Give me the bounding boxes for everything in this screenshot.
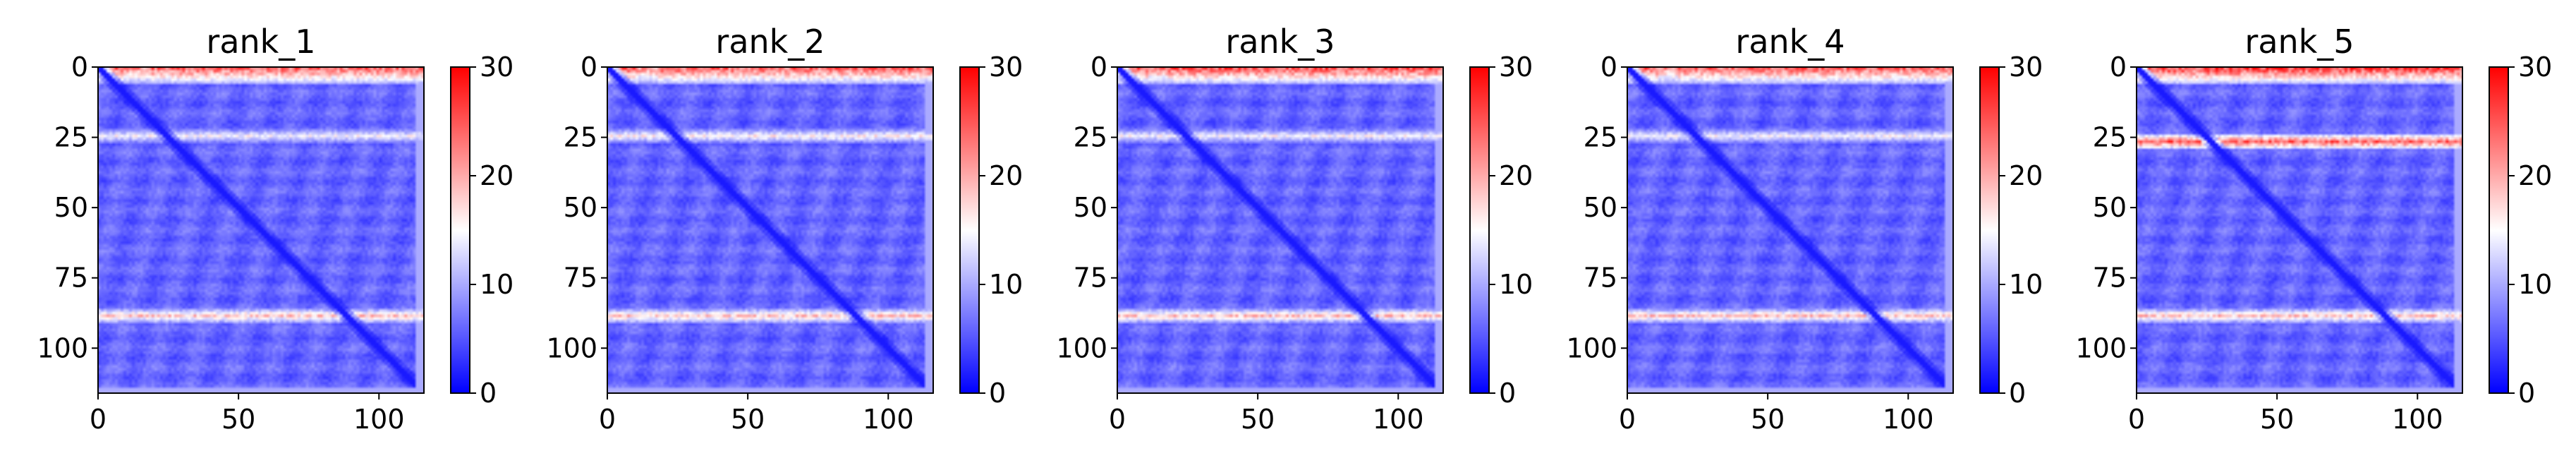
x-tick-label: 0 [1109,404,1126,435]
x-tick-label: 100 [353,404,405,435]
y-tick-label: 25 [1074,122,1107,153]
y-tick-label: 25 [54,122,88,153]
panel-title: rank_3 [1225,23,1335,61]
heatmap-cells [607,67,933,393]
y-tick-label: 50 [54,192,88,223]
heatmap-cells [1117,67,1443,393]
colorbar-tick-label: 10 [1499,269,1533,300]
colorbar-tick-label: 20 [2009,160,2043,191]
x-tick-label: 0 [1619,404,1636,435]
colorbar [1469,66,1490,394]
y-tick-label: 75 [1074,263,1107,294]
y-tick-label: 100 [1056,332,1107,363]
colorbar-tick-label: 0 [989,378,1006,409]
heatmap-cells [2137,67,2462,393]
y-tick-label: 100 [37,332,88,363]
x-tick-label: 100 [1373,404,1424,435]
colorbar-tick-label: 10 [2518,269,2552,300]
y-tick-label: 0 [71,52,88,83]
x-tick-label: 100 [1883,404,1934,435]
colorbar-tick-label: 20 [480,160,514,191]
y-tick-label: 25 [564,122,597,153]
colorbar-tick-label: 30 [989,52,1023,83]
panel-title: rank_2 [715,23,825,61]
panel-rank_1: rank_1 0 50 100 0 25 50 75 100 0 10 20 30 [37,23,514,435]
colorbar-tick-label: 20 [989,160,1023,191]
panel-rank_3: rank_3 0 50 100 0 25 50 75 100 0 10 20 30 [1056,23,1533,435]
colorbar-tick-label: 30 [1499,52,1533,83]
y-tick-label: 50 [2093,192,2127,223]
x-tick-label: 0 [599,404,616,435]
y-tick-label: 100 [1566,332,1617,363]
colorbar [2489,66,2509,394]
y-tick-label: 0 [2110,52,2127,83]
x-tick-label: 50 [221,404,255,435]
x-tick-label: 0 [90,404,107,435]
panel-rank_5: rank_5 0 50 100 0 25 50 75 100 0 10 20 30 [2075,23,2552,435]
y-tick-label: 75 [564,263,597,294]
y-tick-label: 75 [1584,263,1617,294]
x-tick-label: 50 [1751,404,1785,435]
colorbar [959,66,980,394]
colorbar-tick-label: 10 [989,269,1023,300]
y-tick-label: 75 [54,263,88,294]
panel-rank_4: rank_4 0 50 100 0 25 50 75 100 0 10 20 30 [1566,23,2043,435]
colorbar-tick-label: 20 [1499,160,1533,191]
colorbar-tick-label: 0 [1499,378,1516,409]
x-tick-label: 50 [1241,404,1275,435]
colorbar-tick-label: 0 [2518,378,2535,409]
colorbar [450,66,470,394]
panel-rank_2: rank_2 0 50 100 0 25 50 75 100 0 10 20 30 [546,23,1023,435]
y-tick-label: 100 [546,332,597,363]
heatmap-cells [98,67,424,393]
x-tick-label: 50 [2260,404,2294,435]
y-tick-label: 100 [2075,332,2127,363]
colorbar-tick-label: 30 [480,52,514,83]
colorbar-tick-label: 0 [480,378,497,409]
y-tick-label: 50 [1074,192,1107,223]
y-tick-label: 25 [2093,122,2127,153]
panel-title: rank_5 [2244,23,2354,61]
y-tick-label: 25 [1584,122,1617,153]
x-tick-label: 0 [2128,404,2145,435]
colorbar-tick-label: 10 [2009,269,2043,300]
y-tick-label: 0 [581,52,597,83]
y-tick-label: 0 [1600,52,1617,83]
panel-title: rank_4 [1735,23,1845,61]
panel-title: rank_1 [206,23,315,61]
x-tick-label: 100 [2392,404,2443,435]
y-tick-label: 50 [564,192,597,223]
y-tick-label: 50 [1584,192,1617,223]
heatmap-cells [1627,67,1953,393]
axes-frame [2136,66,2463,394]
colorbar-tick-label: 20 [2518,160,2552,191]
x-tick-label: 100 [863,404,914,435]
axes-frame [607,66,934,394]
y-tick-label: 75 [2093,263,2127,294]
colorbar-tick-label: 10 [480,269,514,300]
colorbar-tick-label: 30 [2009,52,2043,83]
colorbar [1979,66,2000,394]
colorbar-tick-label: 30 [2518,52,2552,83]
axes-frame [1117,66,1444,394]
x-tick-label: 50 [731,404,765,435]
colorbar-tick-label: 0 [2009,378,2026,409]
y-tick-label: 0 [1090,52,1107,83]
axes-frame [97,66,425,394]
axes-frame [1627,66,1954,394]
